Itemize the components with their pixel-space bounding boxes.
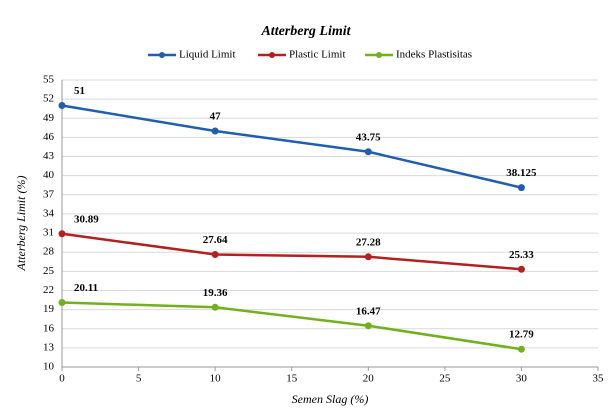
data-label: 38.125	[506, 167, 537, 179]
data-point	[517, 345, 525, 353]
x-tick-label: 0	[59, 373, 65, 385]
y-tick-label: 49	[43, 112, 55, 124]
data-label: 19.36	[203, 287, 228, 299]
y-tick-label: 28	[43, 246, 55, 258]
y-axis-label: Atterberg Limit (%)	[14, 176, 28, 272]
x-tick-label: 30	[516, 373, 528, 385]
y-tick-label: 22	[43, 284, 54, 296]
legend-marker	[376, 52, 382, 58]
x-tick-label: 5	[136, 373, 142, 385]
y-tick-label: 52	[43, 93, 54, 105]
y-tick-label: 25	[43, 265, 55, 277]
y-tick-label: 55	[43, 74, 55, 86]
data-label: 20.11	[74, 282, 98, 294]
series-line	[61, 104, 522, 189]
y-tick-label: 13	[43, 341, 55, 353]
y-tick-label: 43	[43, 150, 55, 162]
x-axis-label: Semen Slag (%)	[292, 392, 369, 406]
data-label: 27.28	[356, 236, 381, 248]
data-label: 51	[74, 85, 85, 97]
data-point	[58, 299, 66, 307]
legend-marker	[159, 52, 165, 58]
data-point	[517, 265, 525, 273]
data-point	[517, 184, 525, 192]
y-tick-label: 40	[43, 169, 55, 181]
y-tick-label: 10	[43, 361, 55, 373]
y-tick-label: 37	[43, 188, 55, 200]
data-label: 25.33	[509, 249, 534, 261]
data-label: 30.89	[74, 213, 99, 225]
y-tick-label: 34	[43, 207, 55, 219]
y-tick-label: 31	[43, 227, 54, 239]
data-point	[364, 253, 372, 261]
legend-label: Indeks Plastisitas	[396, 49, 472, 61]
data-label: 12.79	[509, 329, 534, 341]
data-point	[58, 102, 66, 110]
data-point	[211, 303, 219, 311]
y-tick-label: 46	[43, 131, 55, 143]
legend-marker	[269, 52, 275, 58]
data-label: 27.64	[203, 234, 228, 246]
data-label: 47	[210, 111, 222, 123]
x-tick-label: 10	[210, 373, 222, 385]
data-point	[364, 148, 372, 156]
x-tick-label: 25	[439, 373, 451, 385]
series-line	[61, 301, 522, 351]
data-point	[211, 127, 219, 135]
series-line	[61, 232, 522, 271]
chart-title: Atterberg Limit	[260, 24, 351, 39]
data-label: 43.75	[356, 131, 381, 143]
data-point	[211, 250, 219, 258]
x-tick-label: 35	[593, 373, 605, 385]
x-tick-label: 20	[363, 373, 375, 385]
y-tick-label: 19	[43, 303, 55, 315]
legend-label: Plastic Limit	[289, 49, 346, 61]
legend-label: Liquid Limit	[179, 49, 236, 61]
x-tick-label: 15	[286, 373, 298, 385]
data-point	[364, 322, 372, 330]
y-tick-label: 16	[43, 322, 55, 334]
data-point	[58, 230, 66, 238]
data-label: 16.47	[356, 305, 381, 317]
